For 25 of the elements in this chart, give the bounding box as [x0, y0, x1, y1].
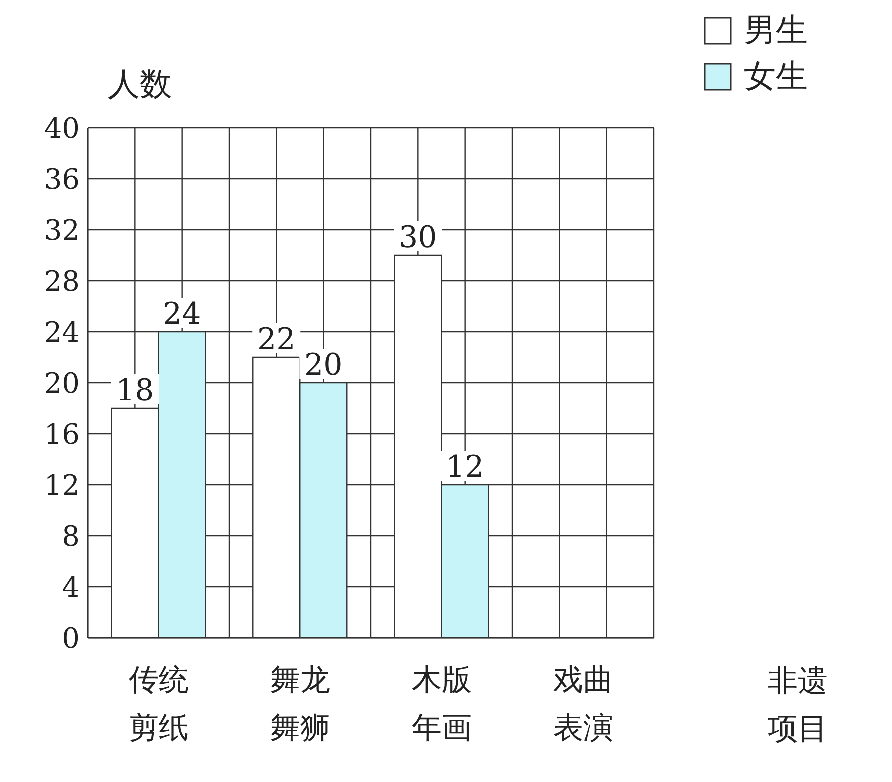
- data-label: 30: [399, 220, 438, 256]
- data-label: 18: [116, 374, 154, 408]
- y-tick-label: 24: [44, 316, 80, 349]
- x-tick-label: 传统剪纸: [128, 663, 189, 746]
- x-axis-title: 非遗项目: [768, 663, 828, 749]
- y-tick-label: 8: [62, 520, 80, 553]
- y-tick-label: 36: [44, 162, 80, 196]
- data-label: 22: [258, 322, 296, 358]
- y-tick-label: 0: [62, 622, 80, 655]
- y-tick-label: 40: [44, 112, 80, 145]
- x-tick-label: 戏曲表演: [553, 663, 614, 746]
- y-tick-label: 4: [62, 570, 80, 604]
- x-tick-label: 舞龙舞狮: [270, 663, 330, 746]
- data-label: 24: [163, 297, 202, 332]
- y-tick-label: 20: [44, 366, 80, 400]
- y-axis-title: 人数: [108, 64, 172, 105]
- y-tick-label: 32: [44, 214, 80, 247]
- x-tick-label: 木版年画: [412, 663, 472, 746]
- y-tick-label: 12: [44, 468, 80, 502]
- data-label: 20: [304, 348, 343, 383]
- legend-label: 男生: [744, 10, 808, 51]
- y-tick-label: 16: [44, 418, 80, 451]
- data-label: 12: [446, 450, 484, 485]
- legend-label: 女生: [744, 56, 808, 97]
- y-tick-label: 28: [44, 264, 80, 298]
